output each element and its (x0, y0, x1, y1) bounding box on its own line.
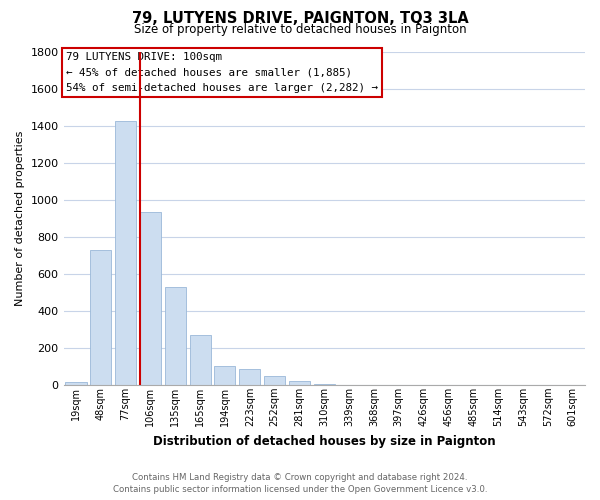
Y-axis label: Number of detached properties: Number of detached properties (15, 130, 25, 306)
Bar (140, 212, 161, 386)
Bar (314, 384, 335, 386)
Bar (90, 250, 112, 386)
Text: 79 LUTYENS DRIVE: 100sqm
← 45% of detached houses are smaller (1,885)
54% of sem: 79 LUTYENS DRIVE: 100sqm ← 45% of detach… (66, 52, 378, 93)
Bar (214, 366, 235, 386)
Bar (115, 121, 136, 386)
Bar (190, 335, 211, 386)
Bar (289, 380, 310, 386)
Text: Size of property relative to detached houses in Paignton: Size of property relative to detached ho… (134, 22, 466, 36)
Bar (165, 287, 186, 386)
Bar (239, 368, 260, 386)
X-axis label: Distribution of detached houses by size in Paignton: Distribution of detached houses by size … (153, 434, 496, 448)
Bar (65, 382, 86, 386)
Text: 79, LUTYENS DRIVE, PAIGNTON, TQ3 3LA: 79, LUTYENS DRIVE, PAIGNTON, TQ3 3LA (131, 11, 469, 26)
Bar (264, 376, 285, 386)
Text: Contains HM Land Registry data © Crown copyright and database right 2024.
Contai: Contains HM Land Registry data © Crown c… (113, 472, 487, 494)
Bar (338, 384, 359, 386)
